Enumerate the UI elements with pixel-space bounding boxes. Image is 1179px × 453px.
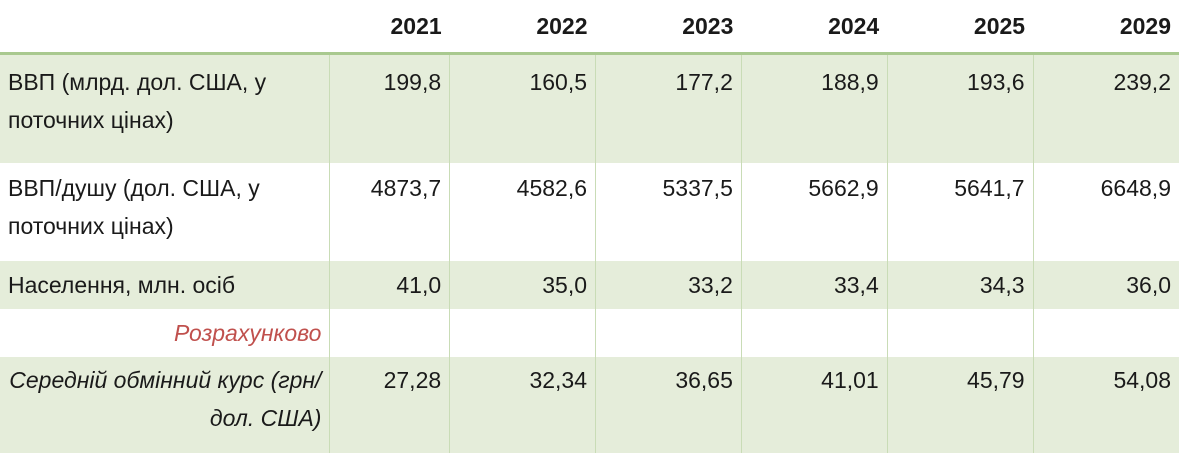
table-row: ВВП/душу (дол. США, у поточних цінах) 487… <box>0 163 1179 261</box>
note-label: Розрахунково <box>173 320 322 346</box>
table-cell: 5662,9 <box>740 163 888 261</box>
table-cell <box>595 309 742 357</box>
header-year: 2022 <box>449 0 596 55</box>
table-cell: 239,2 <box>1032 53 1179 163</box>
table-cell: 33,2 <box>595 261 742 309</box>
row-label: ВВП (млрд. дол. США, у поточних цінах) <box>0 53 330 163</box>
table-cell: 54,08 <box>1032 357 1179 453</box>
row-label: Середній обмінний курс (грн/дол. США) <box>0 357 330 453</box>
table-cell: 177,2 <box>595 53 742 163</box>
table-cell: 45,79 <box>886 357 1034 453</box>
header-year: 2025 <box>887 0 1034 55</box>
table-cell: 4873,7 <box>329 163 450 261</box>
header-empty <box>0 0 330 55</box>
table-cell <box>329 309 450 357</box>
table-cell <box>886 309 1034 357</box>
table-row: Населення, млн. осіб 41,0 35,0 33,2 33,4 34,3… <box>0 261 1179 309</box>
table-cell: 160,5 <box>449 53 596 163</box>
row-label: ВВП/душу (дол. США, у поточних цінах) <box>8 175 260 239</box>
table-cell: 36,0 <box>1032 261 1179 309</box>
table-row: ВВП (млрд. дол. США, у поточних цінах) 19… <box>0 53 1179 163</box>
table-cell: 35,0 <box>449 261 596 309</box>
table-cell: 199,8 <box>329 53 450 163</box>
table-cell <box>740 309 888 357</box>
table-cell: 193,6 <box>886 53 1034 163</box>
table-row: Розрахунково <box>0 309 1179 357</box>
table-cell <box>449 309 596 357</box>
table-cell <box>1032 309 1179 357</box>
table-cell: 5641,7 <box>886 163 1034 261</box>
table-cell: 5337,5 <box>595 163 742 261</box>
table-cell: 41,0 <box>329 261 450 309</box>
table-cell: 32,34 <box>449 357 596 453</box>
header-year: 2024 <box>741 0 888 55</box>
table-cell: 34,3 <box>886 261 1034 309</box>
table-cell: 36,65 <box>595 357 742 453</box>
table-cell: 188,9 <box>740 53 888 163</box>
row-label: Населення, млн. осіб <box>0 261 330 309</box>
table-row: Середній обмінний курс (грн/дол. США) 27,… <box>0 357 1179 453</box>
table-cell: 27,28 <box>329 357 450 453</box>
table-cell: 41,01 <box>740 357 888 453</box>
table-cell: 4582,6 <box>449 163 596 261</box>
header-year: 2023 <box>595 0 742 55</box>
table-cell: 6648,9 <box>1032 163 1179 261</box>
table-cell: 33,4 <box>740 261 888 309</box>
header-year: 2021 <box>329 0 450 55</box>
header-year: 2029 <box>1033 0 1179 55</box>
header-row: 2021 2022 2023 2024 2025 2029 <box>0 0 1179 55</box>
